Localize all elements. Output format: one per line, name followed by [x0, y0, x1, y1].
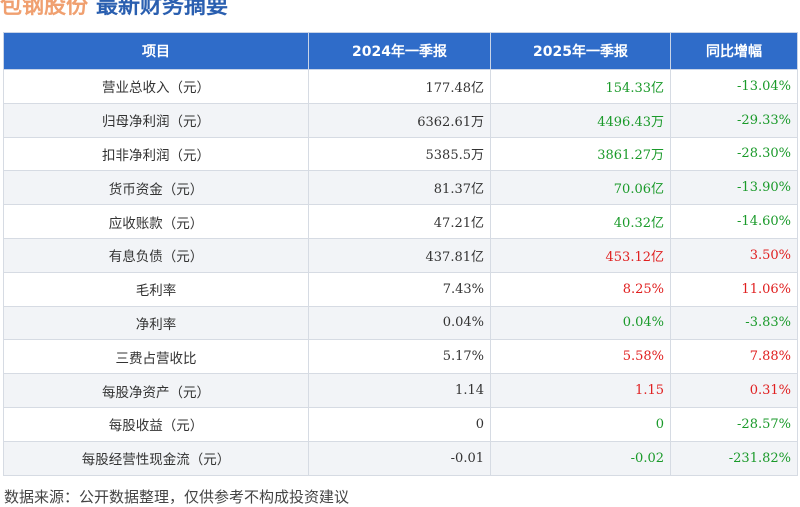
value-2025q1: 3861.27万: [490, 136, 671, 172]
yoy-change: -3.83%: [670, 305, 798, 341]
yoy-change: 11.06%: [670, 271, 798, 307]
value-2024q1: 5385.5万: [308, 136, 491, 172]
value-2025q1: 453.12亿: [490, 237, 671, 273]
value-2025q1: 40.32亿: [490, 204, 671, 239]
row-label: 应收账款（元）: [3, 204, 309, 239]
value-2024q1: 177.48亿: [308, 69, 491, 104]
value-2025q1: -0.02: [490, 440, 671, 476]
value-2024q1: 47.21亿: [308, 204, 491, 239]
financial-summary-table: 项目 2024年一季报 2025年一季报 同比增幅 营业总收入（元） 177.48…: [3, 32, 798, 476]
table-row: 每股经营性现金流（元） -0.01 -0.02 -231.82%: [3, 440, 798, 476]
row-label: 营业总收入（元）: [3, 69, 309, 104]
table-row: 货币资金（元） 81.37亿 70.06亿 -13.90%: [3, 170, 798, 206]
yoy-change: -28.30%: [670, 136, 798, 172]
row-label: 扣非净利润（元）: [3, 136, 309, 172]
value-2024q1: -0.01: [308, 440, 491, 476]
subtitle: 最新财务摘要: [96, 0, 229, 19]
yoy-change: 0.31%: [670, 373, 798, 408]
page-title: 包钢股份 最新财务摘要: [0, 0, 228, 20]
value-2025q1: 1.15: [490, 373, 671, 408]
row-label: 三费占营收比: [3, 339, 309, 375]
value-2025q1: 5.58%: [490, 339, 671, 375]
yoy-change: -14.60%: [670, 204, 798, 239]
value-2024q1: 6362.61万: [308, 102, 491, 138]
row-label: 有息负债（元）: [3, 237, 309, 273]
table-row: 营业总收入（元） 177.48亿 154.33亿 -13.04%: [3, 69, 798, 104]
table-row: 净利率 0.04% 0.04% -3.83%: [3, 305, 798, 341]
value-2024q1: 81.37亿: [308, 170, 491, 206]
value-2024q1: 5.17%: [308, 339, 491, 375]
value-2024q1: 437.81亿: [308, 237, 491, 273]
table-row: 有息负债（元） 437.81亿 453.12亿 3.50%: [3, 237, 798, 273]
yoy-change: -29.33%: [670, 102, 798, 138]
yoy-change: -13.04%: [670, 69, 798, 104]
value-2024q1: 1.14: [308, 373, 491, 408]
value-2025q1: 4496.43万: [490, 102, 671, 138]
value-2025q1: 0.04%: [490, 305, 671, 341]
value-2025q1: 0: [490, 406, 671, 442]
yoy-change: 3.50%: [670, 237, 798, 273]
table-header: 项目 2024年一季报 2025年一季报 同比增幅: [3, 32, 798, 70]
value-2024q1: 7.43%: [308, 271, 491, 307]
company-name: 包钢股份: [0, 0, 89, 19]
table-row: 扣非净利润（元） 5385.5万 3861.27万 -28.30%: [3, 136, 798, 172]
table-row: 每股净资产（元） 1.14 1.15 0.31%: [3, 373, 798, 408]
header-2025q1: 2025年一季报: [490, 32, 671, 70]
table-row: 应收账款（元） 47.21亿 40.32亿 -14.60%: [3, 204, 798, 239]
table-row: 每股收益（元） 0 0 -28.57%: [3, 406, 798, 442]
yoy-change: -231.82%: [670, 440, 798, 476]
header-yoy: 同比增幅: [670, 32, 798, 70]
table-row: 毛利率 7.43% 8.25% 11.06%: [3, 271, 798, 307]
table-row: 归母净利润（元） 6362.61万 4496.43万 -29.33%: [3, 102, 798, 138]
value-2025q1: 70.06亿: [490, 170, 671, 206]
row-label: 净利率: [3, 305, 309, 341]
row-label: 每股经营性现金流（元）: [3, 440, 309, 476]
row-label: 毛利率: [3, 271, 309, 307]
table-row: 三费占营收比 5.17% 5.58% 7.88%: [3, 339, 798, 375]
value-2025q1: 154.33亿: [490, 69, 671, 104]
value-2024q1: 0: [308, 406, 491, 442]
row-label: 每股净资产（元）: [3, 373, 309, 408]
header-2024q1: 2024年一季报: [308, 32, 491, 70]
header-item: 项目: [3, 32, 309, 70]
row-label: 归母净利润（元）: [3, 102, 309, 138]
row-label: 每股收益（元）: [3, 406, 309, 442]
value-2025q1: 8.25%: [490, 271, 671, 307]
row-label: 货币资金（元）: [3, 170, 309, 206]
yoy-change: 7.88%: [670, 339, 798, 375]
data-source-note: 数据来源：公开数据整理，仅供参考不构成投资建议: [4, 488, 350, 506]
yoy-change: -28.57%: [670, 406, 798, 442]
value-2024q1: 0.04%: [308, 305, 491, 341]
yoy-change: -13.90%: [670, 170, 798, 206]
